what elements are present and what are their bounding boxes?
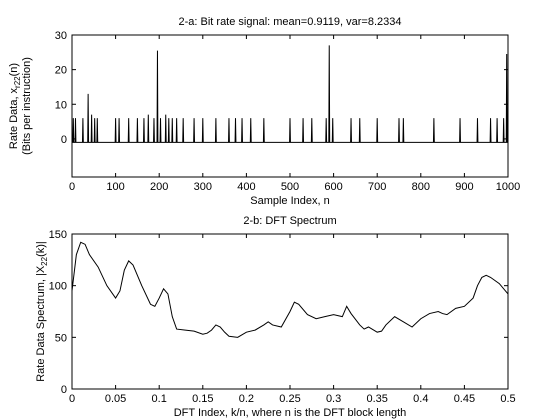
x-tick-label: 200 bbox=[150, 181, 168, 193]
y-label-sub: 22 bbox=[40, 256, 49, 265]
x-tick-label: 0.3 bbox=[326, 393, 341, 405]
y-label-text: Rate Data, x bbox=[8, 87, 20, 149]
x-tick-label: 0.1 bbox=[152, 393, 167, 405]
x-tick-label: 0 bbox=[69, 393, 75, 405]
x-tick-label: 0.2 bbox=[239, 393, 254, 405]
y-label-sub: r22 bbox=[13, 76, 22, 88]
y-label-tail: (k)| bbox=[35, 241, 47, 257]
x-tick-label: 400 bbox=[237, 181, 255, 193]
x-tick-label: 0.25 bbox=[279, 393, 300, 405]
x-axis-label: Sample Index, n bbox=[250, 195, 330, 207]
y-tick-label: 10 bbox=[55, 99, 67, 111]
x-tick-label: 0.4 bbox=[413, 393, 428, 405]
data-line bbox=[71, 241, 509, 338]
y-tick-label: 0 bbox=[61, 134, 67, 146]
x-tick-label: 900 bbox=[455, 181, 473, 193]
x-tick-label: 300 bbox=[194, 181, 212, 193]
y-tick-label: 150 bbox=[49, 229, 67, 241]
y-axis-label-line2: (Bits per instruction) bbox=[21, 57, 33, 155]
x-tick-label: 0.35 bbox=[366, 393, 387, 405]
x-tick-label: 0 bbox=[69, 181, 75, 193]
y-label-tail: (n) bbox=[8, 63, 20, 76]
chart-title: 2-b: DFT Spectrum bbox=[243, 215, 336, 227]
x-tick-label: 600 bbox=[324, 181, 342, 193]
y-tick-label: 30 bbox=[55, 30, 67, 42]
y-tick-label: 0 bbox=[61, 384, 67, 396]
x-tick-label: 500 bbox=[281, 181, 299, 193]
chart-title: 2-a: Bit rate signal: mean=0.9119, var=8… bbox=[179, 16, 402, 28]
y-axis-label: Rate Data Spectrum, |X22(k)| bbox=[35, 241, 49, 382]
x-tick-label: 0.45 bbox=[454, 393, 475, 405]
x-tick-label: 100 bbox=[106, 181, 124, 193]
x-tick-label: 0.05 bbox=[105, 393, 126, 405]
data-line bbox=[72, 45, 508, 143]
x-tick-label: 1000 bbox=[496, 181, 520, 193]
x-tick-label: 0.5 bbox=[500, 393, 515, 405]
x-tick-label: 700 bbox=[368, 181, 386, 193]
x-tick-label: 0.15 bbox=[192, 393, 213, 405]
axes-box bbox=[71, 34, 509, 178]
x-axis-label: DFT Index, k/n, where n is the DFT block… bbox=[174, 407, 407, 419]
y-label-text: Rate Data Spectrum, |X bbox=[35, 265, 47, 382]
y-tick-label: 100 bbox=[49, 281, 67, 293]
y-tick-label: 20 bbox=[55, 65, 67, 77]
y-axis-label: Rate Data, xr22(n) bbox=[8, 63, 22, 149]
x-tick-label: 800 bbox=[412, 181, 430, 193]
y-tick-label: 50 bbox=[55, 332, 67, 344]
